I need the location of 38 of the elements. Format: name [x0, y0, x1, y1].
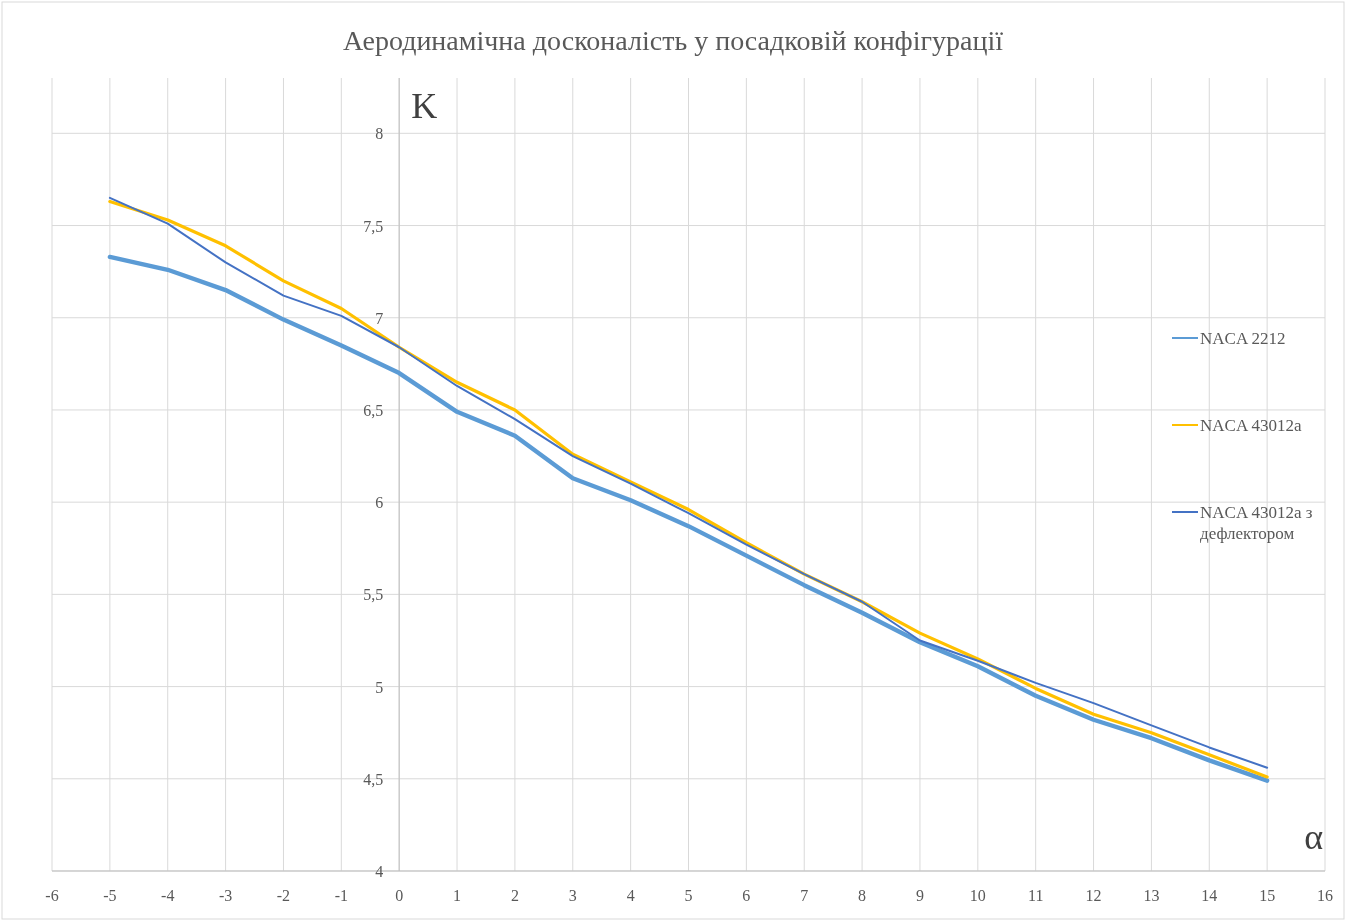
x-tick-label: 16 — [1317, 887, 1333, 904]
x-tick-label: 7 — [800, 887, 809, 904]
y-tick-label: 7,5 — [363, 217, 384, 235]
x-tick-label: 6 — [742, 887, 751, 904]
x-tick-label: 15 — [1259, 887, 1276, 904]
x-tick-label: -5 — [103, 887, 117, 904]
x-tick-label: -3 — [218, 887, 233, 904]
x-tick-label: -4 — [161, 887, 175, 904]
y-tick-label: 4 — [375, 863, 384, 880]
y-tick-label: 6,5 — [363, 401, 384, 419]
chart-title: Аеродинамічна досконалість у посадковій конфігурації — [342, 25, 1004, 56]
y-axis-title: K — [411, 86, 438, 126]
x-tick-label: 4 — [626, 887, 635, 904]
x-tick-label: 13 — [1143, 887, 1160, 904]
x-tick-label: 14 — [1201, 887, 1218, 904]
legend-label: NACA 43012a з дефлектором — [1200, 503, 1313, 543]
legend-label: NACA 43012a — [1200, 416, 1302, 435]
x-tick-label: 10 — [969, 887, 986, 904]
x-tick-label: 11 — [1027, 887, 1044, 904]
y-tick-label: 5,5 — [363, 586, 384, 604]
x-tick-label: 1 — [453, 887, 462, 904]
x-tick-label: -6 — [45, 887, 59, 904]
y-tick-label: 8 — [375, 125, 384, 143]
x-axis-title: α — [1304, 817, 1324, 857]
x-tick-label: -2 — [276, 887, 291, 904]
y-tick-label: 5 — [375, 678, 384, 696]
x-tick-label: 8 — [858, 887, 867, 904]
y-tick-label: 4,5 — [363, 770, 384, 788]
x-tick-label: 0 — [395, 887, 404, 904]
x-tick-label: 2 — [510, 887, 519, 904]
y-tick-label: 7 — [375, 309, 384, 327]
x-tick-label: 5 — [684, 887, 693, 904]
x-tick-label: 12 — [1085, 887, 1102, 904]
legend-label: NACA 2212 — [1200, 329, 1286, 348]
x-tick-label: 3 — [568, 887, 577, 904]
x-tick-label: 9 — [915, 887, 924, 904]
x-tick-label: -1 — [334, 887, 348, 904]
y-tick-label: 6 — [375, 494, 384, 512]
